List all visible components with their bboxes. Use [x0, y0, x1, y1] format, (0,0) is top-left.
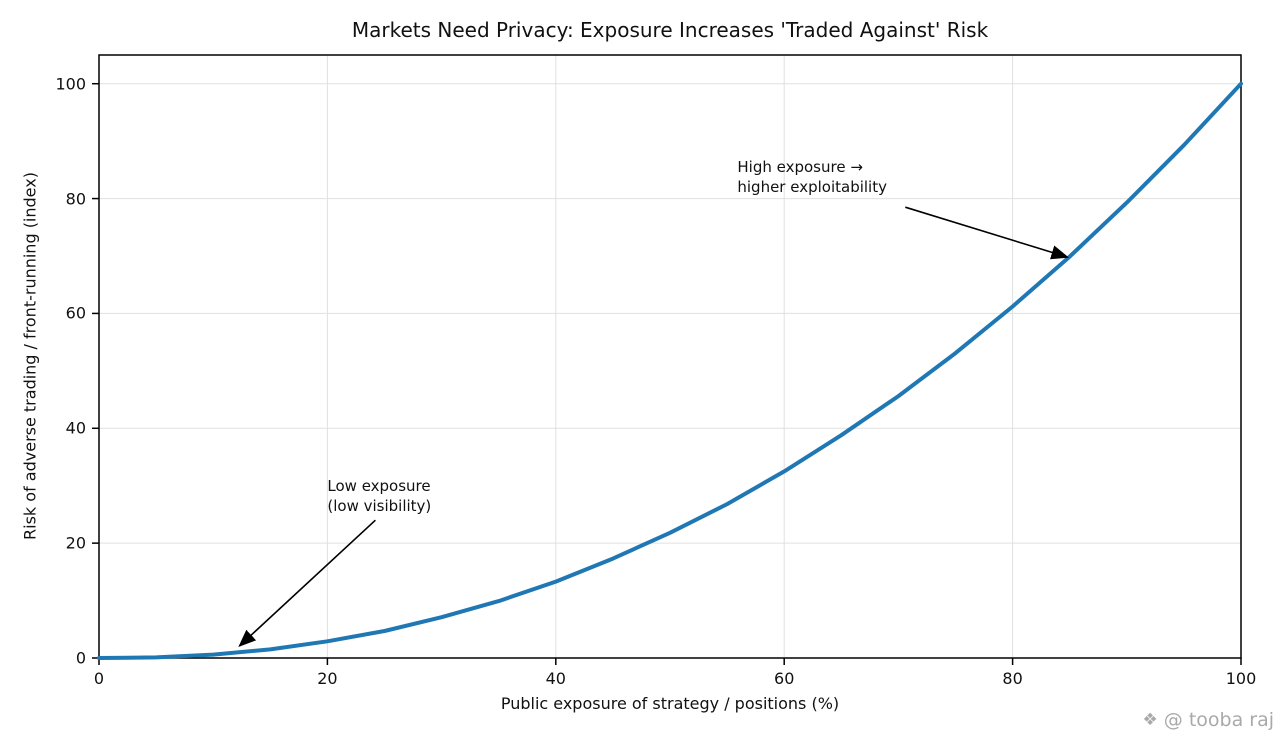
x-axis-label: Public exposure of strategy / positions … — [500, 694, 840, 713]
watermark-text: @ tooba raj — [1163, 709, 1274, 731]
watermark: ❖ @ tooba raj — [1143, 709, 1274, 731]
adverse-trading-risk-line — [97, 81, 1243, 660]
chart-title: Markets Need Privacy: Exposure Increases… — [351, 18, 989, 42]
watermark-logo-icon: ❖ — [1142, 710, 1158, 730]
plot-border — [98, 54, 1242, 659]
annotation-arrow — [238, 519, 376, 647]
annotation-arrow — [905, 206, 1069, 260]
